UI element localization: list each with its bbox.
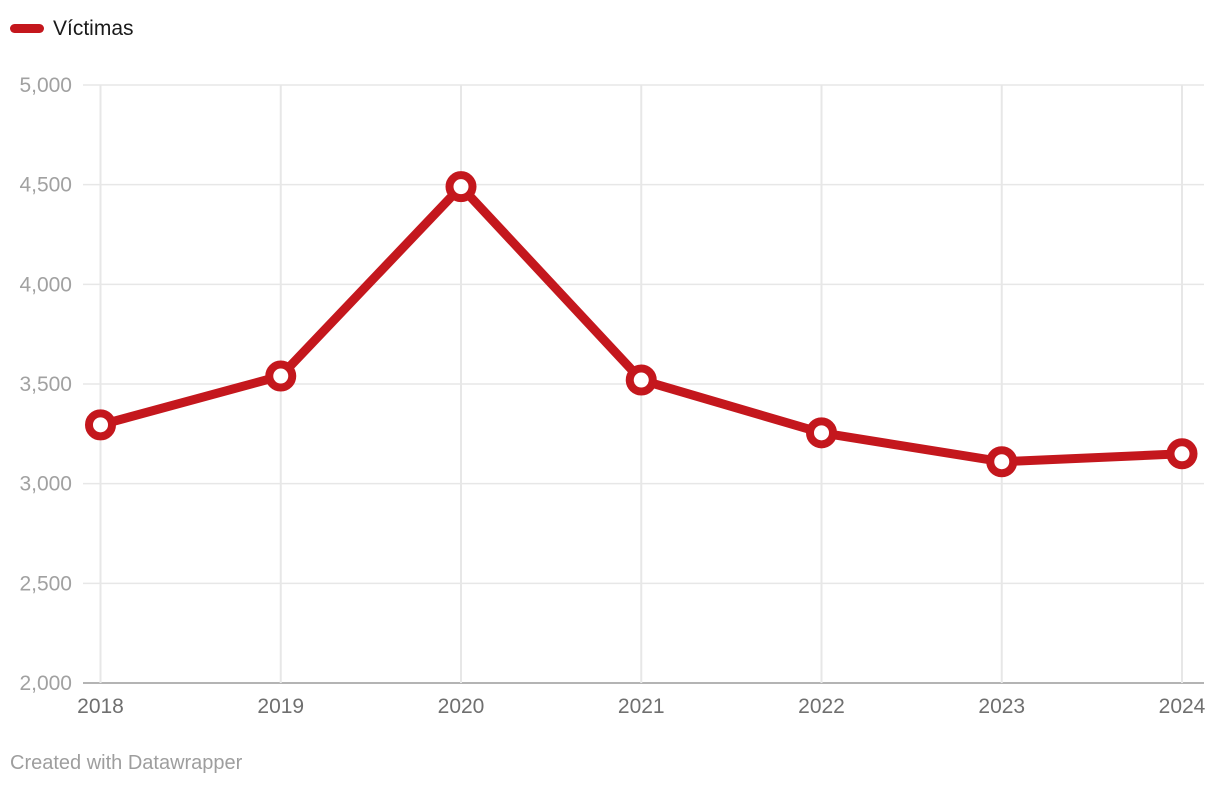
svg-text:2,500: 2,500 [19,572,72,595]
svg-text:3,000: 3,000 [19,473,72,496]
svg-text:2020: 2020 [438,695,485,718]
svg-text:4,500: 4,500 [19,174,72,197]
legend-line-swatch-icon [10,24,44,34]
svg-text:2023: 2023 [978,695,1025,718]
svg-text:2018: 2018 [77,695,124,718]
svg-text:2019: 2019 [257,695,304,718]
svg-text:3,500: 3,500 [19,373,72,396]
svg-text:4,000: 4,000 [19,273,72,296]
svg-text:2,000: 2,000 [19,672,72,695]
svg-text:2022: 2022 [798,695,845,718]
line-chart: 2,000 2,500 3,000 3,500 4,000 4,500 5,000 2018 2… [19,74,1206,718]
legend-label: Víctimas [53,17,134,40]
svg-text:2021: 2021 [618,695,665,718]
svg-text:5,000: 5,000 [19,74,72,97]
svg-text:2024: 2024 [1159,695,1206,718]
datawrapper-attribution-link[interactable]: Created with Datawrapper [10,752,243,774]
legend: Víctimas [10,17,134,40]
